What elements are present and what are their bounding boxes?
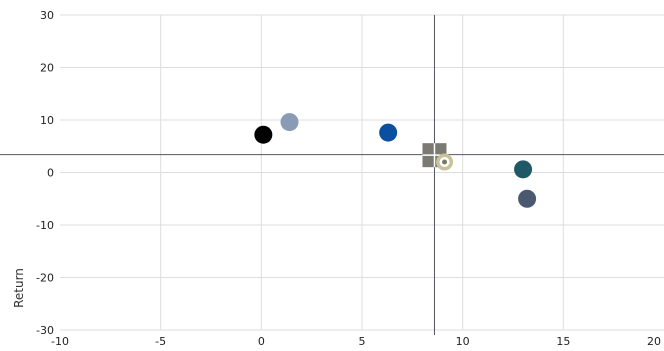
data-point[interactable] (379, 123, 398, 142)
x-tick-label: 15 (556, 335, 570, 348)
x-tick-label: 0 (258, 335, 265, 348)
x-tick-label: 5 (359, 335, 366, 348)
x-tick-label: 20 (647, 335, 661, 348)
y-tick-label: -20 (36, 272, 54, 285)
data-point-target[interactable] (436, 153, 454, 171)
data-point[interactable] (518, 189, 537, 208)
x-axis-ticks: -10 -5 0 5 10 15 20 (51, 335, 661, 348)
y-tick-label: -10 (36, 219, 54, 232)
grid (60, 14, 664, 331)
data-points (254, 113, 537, 208)
data-point[interactable] (254, 125, 273, 144)
crosshair (0, 15, 664, 335)
data-point[interactable] (514, 160, 533, 179)
x-tick-label: -5 (155, 335, 166, 348)
y-tick-label: 0 (47, 167, 54, 180)
x-tick-label: 10 (456, 335, 470, 348)
y-tick-label: 20 (40, 62, 54, 75)
y-tick-label: 30 (40, 9, 54, 22)
y-axis-label: Return (12, 268, 26, 308)
y-tick-label: -30 (36, 324, 54, 337)
data-point[interactable] (280, 113, 299, 132)
y-tick-label: 10 (40, 114, 54, 127)
y-axis-ticks: 30 20 10 0 -10 -20 -30 (36, 9, 54, 337)
x-tick-label: -10 (51, 335, 69, 348)
